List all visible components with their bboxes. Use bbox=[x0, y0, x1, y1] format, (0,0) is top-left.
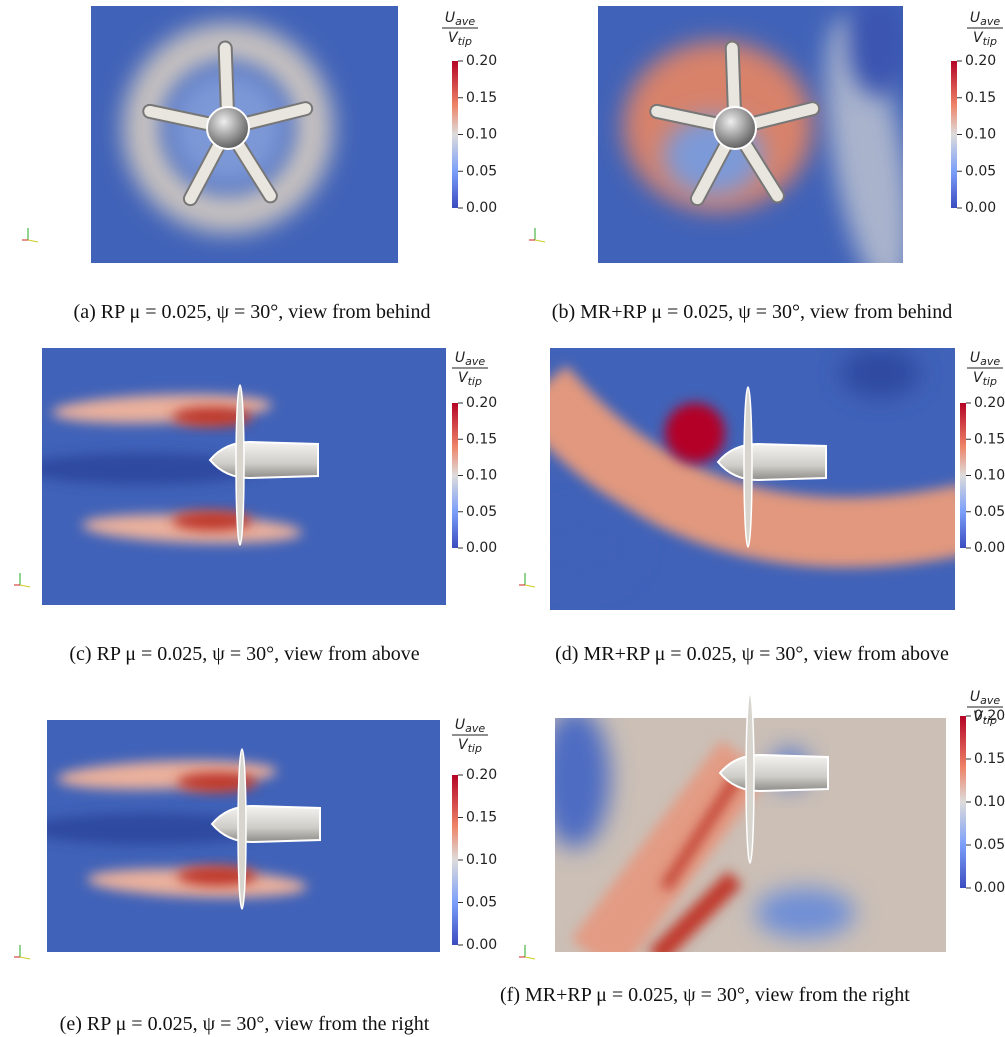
colorbar-tick-label: 0.05 bbox=[466, 163, 497, 179]
subscript: ave bbox=[455, 15, 475, 28]
triad-axis bbox=[525, 585, 535, 587]
colorbar-tick-label: 0.05 bbox=[974, 837, 1005, 853]
propeller-blade bbox=[238, 749, 246, 909]
propeller-blade bbox=[744, 387, 752, 547]
colorbar-tick-label: 0.10 bbox=[466, 468, 497, 484]
colorbar-tick-label: 0.15 bbox=[466, 90, 497, 106]
colorbar-label-denominator: Vtip bbox=[973, 370, 997, 388]
colorbar bbox=[960, 403, 966, 548]
subscript: ave bbox=[465, 722, 485, 735]
colorbar-tick-label: 0.15 bbox=[974, 431, 1005, 447]
caption: (f) MR+RP μ = 0.025, ψ = 30°, view from … bbox=[500, 980, 1000, 1010]
figure-graphics: 0.20 0.15 0.10 0.05 0.00 Uave Vtip 0.20 0.15 0.10… bbox=[0, 0, 1005, 1037]
flow-region bbox=[848, 0, 908, 96]
colorbar-tick-label: 0.00 bbox=[466, 540, 497, 556]
colorbar-tick-label: 0.00 bbox=[466, 937, 497, 953]
colorbar-tick-label: 0.10 bbox=[466, 127, 497, 143]
colorbar-tick-label: 0.15 bbox=[965, 90, 996, 106]
subscript: tip bbox=[983, 375, 997, 388]
colorbar-tick-label: 0.15 bbox=[466, 810, 497, 826]
propeller-hub bbox=[714, 107, 756, 149]
colorbar-label-denominator: Vtip bbox=[973, 30, 997, 48]
colorbar bbox=[960, 716, 966, 888]
colorbar-label-numerator: Uave bbox=[970, 10, 1001, 28]
nacelle bbox=[720, 755, 828, 791]
colorbar bbox=[951, 61, 957, 208]
triad-axis bbox=[20, 585, 30, 587]
colorbar-tick-label: 0.05 bbox=[965, 163, 996, 179]
colorbar-tick-label: 0.10 bbox=[965, 127, 996, 143]
colorbar-tick-label: 0.10 bbox=[974, 468, 1005, 484]
colorbar-label-denominator: Vtip bbox=[458, 370, 482, 388]
symbol: U bbox=[970, 350, 980, 366]
nacelle bbox=[212, 806, 320, 842]
nacelle bbox=[210, 442, 318, 478]
colorbar bbox=[452, 403, 458, 548]
caption: (e) RP μ = 0.025, ψ = 30°, view from the… bbox=[2, 1009, 487, 1037]
symbol: U bbox=[970, 10, 980, 26]
colorbar-tick-label: 0.05 bbox=[974, 504, 1005, 520]
colorbar-tick-label: 0.20 bbox=[466, 395, 497, 411]
flow-region bbox=[665, 403, 725, 463]
colorbar-tick-label: 0.00 bbox=[466, 200, 497, 216]
colorbar-label-numerator: Uave bbox=[970, 689, 1001, 707]
colorbar-tick-label: 0.05 bbox=[466, 895, 497, 911]
colorbar-label-numerator: Uave bbox=[455, 350, 486, 368]
subscript: tip bbox=[458, 35, 472, 48]
propeller-hub bbox=[207, 107, 249, 149]
flow-image bbox=[540, 708, 946, 958]
subscript: tip bbox=[983, 35, 997, 48]
caption: (a) RP μ = 0.025, ψ = 30°, view from beh… bbox=[2, 297, 502, 327]
nacelle bbox=[718, 444, 826, 480]
propeller-blade bbox=[746, 693, 754, 863]
subscript: tip bbox=[468, 742, 482, 755]
colorbar-tick-label: 0.15 bbox=[974, 751, 1005, 767]
colorbar-tick-label: 0.00 bbox=[965, 200, 996, 216]
subscript: tip bbox=[468, 375, 482, 388]
subscript: ave bbox=[980, 15, 1000, 28]
colorbar-tick-label: 0.20 bbox=[466, 767, 497, 783]
colorbar bbox=[452, 61, 458, 208]
propeller-blade bbox=[236, 385, 244, 545]
colorbar-tick-label: 0.00 bbox=[974, 540, 1005, 556]
colorbar-tick-label: 0.00 bbox=[974, 880, 1005, 896]
colorbar-label-denominator: Vtip bbox=[458, 737, 482, 755]
flow-region bbox=[755, 888, 855, 938]
colorbar-label-numerator: Uave bbox=[970, 350, 1001, 368]
colorbar-tick-label: 0.20 bbox=[466, 53, 497, 69]
colorbar-label-numerator: Uave bbox=[445, 10, 476, 28]
colorbar-tick-label: 0.20 bbox=[965, 53, 996, 69]
triad-axis bbox=[535, 240, 545, 242]
flow-region bbox=[520, 508, 640, 588]
subscript: ave bbox=[465, 355, 485, 368]
colorbar bbox=[452, 775, 458, 945]
subscript: ave bbox=[980, 694, 1000, 707]
flow-region bbox=[840, 348, 920, 398]
caption: (c) RP μ = 0.025, ψ = 30°, view from abo… bbox=[2, 639, 487, 669]
subscript: ave bbox=[980, 355, 1000, 368]
flow-image bbox=[598, 0, 927, 300]
symbol: U bbox=[445, 10, 455, 26]
colorbar-tick-label: 0.20 bbox=[974, 395, 1005, 411]
colorbar-label-numerator: Uave bbox=[455, 717, 486, 735]
triad-axis bbox=[28, 240, 38, 242]
symbol: U bbox=[455, 350, 465, 366]
caption: (d) MR+RP μ = 0.025, ψ = 30°, view from … bbox=[502, 639, 1002, 669]
flow-region bbox=[540, 708, 610, 848]
subscript: tip bbox=[983, 714, 997, 727]
figure: 0.20 0.15 0.10 0.05 0.00 Uave Vtip 0.20 0.15 0.10… bbox=[0, 0, 1005, 1037]
symbol: U bbox=[970, 689, 980, 705]
colorbar-tick-label: 0.15 bbox=[466, 431, 497, 447]
caption: (b) MR+RP μ = 0.025, ψ = 30°, view from … bbox=[502, 297, 1002, 327]
colorbar-tick-label: 0.05 bbox=[466, 504, 497, 520]
triad-axis bbox=[20, 957, 30, 959]
colorbar-tick-label: 0.10 bbox=[466, 852, 497, 868]
colorbar-tick-label: 0.10 bbox=[974, 794, 1005, 810]
colorbar-label-denominator: Vtip bbox=[448, 30, 472, 48]
symbol: U bbox=[455, 717, 465, 733]
triad-axis bbox=[525, 957, 535, 959]
